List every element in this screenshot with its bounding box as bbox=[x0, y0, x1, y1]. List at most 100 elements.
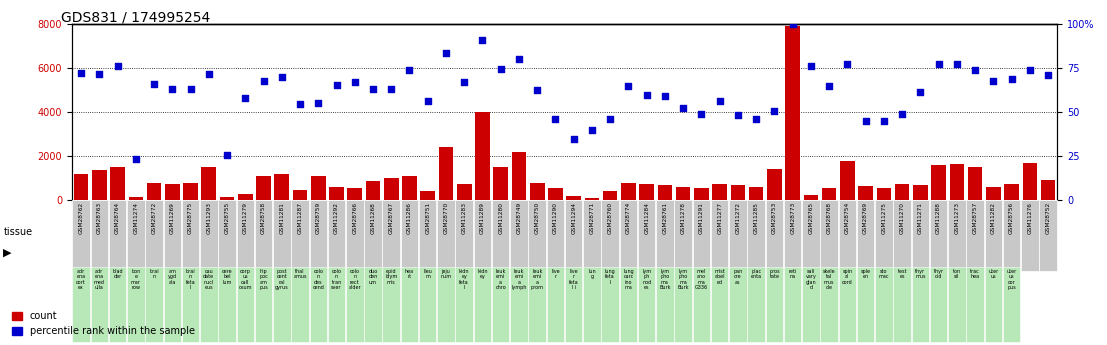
Text: pros
tate: pros tate bbox=[769, 269, 779, 279]
Bar bbox=[91, 200, 108, 271]
Text: thyr
oid: thyr oid bbox=[933, 269, 943, 279]
Bar bbox=[674, 200, 692, 271]
Bar bbox=[712, 184, 727, 200]
Bar bbox=[200, 267, 218, 342]
Text: sple
en: sple en bbox=[860, 269, 870, 279]
Bar bbox=[621, 183, 635, 200]
Text: GSM28770: GSM28770 bbox=[444, 202, 448, 235]
Text: hea
rt: hea rt bbox=[405, 269, 414, 279]
Text: tissue: tissue bbox=[3, 227, 32, 237]
Bar bbox=[291, 200, 309, 271]
Bar bbox=[913, 185, 928, 200]
Bar bbox=[658, 185, 672, 200]
Text: GSM28753: GSM28753 bbox=[772, 202, 777, 235]
Text: GSM11286: GSM11286 bbox=[407, 202, 412, 234]
Text: cere
bel
lum: cere bel lum bbox=[221, 269, 232, 285]
Bar bbox=[620, 200, 638, 271]
Bar bbox=[968, 167, 982, 200]
Text: GSM28754: GSM28754 bbox=[845, 202, 850, 235]
Text: leuk
emi
a
chro: leuk emi a chro bbox=[495, 269, 506, 290]
Bar bbox=[785, 26, 800, 200]
Bar bbox=[474, 267, 492, 342]
Point bbox=[1021, 68, 1038, 73]
Bar bbox=[766, 200, 783, 271]
Bar bbox=[346, 267, 363, 342]
Bar bbox=[839, 267, 856, 342]
Text: post
cent
ral
gyrus: post cent ral gyrus bbox=[275, 269, 289, 290]
Point bbox=[693, 111, 711, 117]
Text: GSM11272: GSM11272 bbox=[735, 202, 741, 234]
Bar bbox=[966, 267, 984, 342]
Bar bbox=[273, 267, 290, 342]
Text: GSM11270: GSM11270 bbox=[900, 202, 904, 234]
Point bbox=[583, 127, 601, 132]
Text: plac
enta: plac enta bbox=[751, 269, 762, 279]
Point bbox=[1003, 76, 1021, 82]
Bar bbox=[255, 200, 272, 271]
Text: GSM28756: GSM28756 bbox=[1010, 202, 1014, 234]
Point bbox=[820, 83, 838, 89]
Text: mel
ano
ma
G336: mel ano ma G336 bbox=[695, 269, 708, 290]
Bar bbox=[565, 200, 582, 271]
Bar bbox=[547, 200, 565, 271]
Text: GSM11291: GSM11291 bbox=[699, 202, 704, 234]
Bar bbox=[930, 200, 948, 271]
Text: brai
n
feta
l: brai n feta l bbox=[186, 269, 196, 290]
Text: GSM11284: GSM11284 bbox=[644, 202, 649, 234]
Text: epid
idym
mis: epid idym mis bbox=[385, 269, 397, 285]
Bar bbox=[219, 197, 235, 200]
Text: GSM28773: GSM28773 bbox=[790, 202, 795, 235]
Bar bbox=[784, 267, 801, 342]
Point bbox=[875, 118, 892, 124]
Bar bbox=[1003, 200, 1021, 271]
Bar bbox=[273, 200, 290, 271]
Bar bbox=[601, 200, 619, 271]
Bar bbox=[329, 187, 344, 200]
Text: lun
g: lun g bbox=[588, 269, 596, 279]
Point bbox=[437, 50, 455, 56]
Point bbox=[638, 92, 655, 97]
Bar bbox=[91, 267, 108, 342]
Bar bbox=[145, 267, 163, 342]
Bar bbox=[804, 195, 818, 200]
Text: GSM28767: GSM28767 bbox=[389, 202, 394, 234]
Bar bbox=[857, 200, 875, 271]
Text: GSM11282: GSM11282 bbox=[991, 202, 996, 234]
Point bbox=[218, 152, 236, 158]
Text: GSM28758: GSM28758 bbox=[261, 202, 266, 235]
Bar bbox=[603, 191, 618, 200]
Bar bbox=[474, 200, 492, 271]
Point bbox=[182, 86, 199, 92]
Bar bbox=[164, 267, 182, 342]
Text: GSM11268: GSM11268 bbox=[371, 202, 375, 234]
Point bbox=[911, 90, 929, 95]
Bar bbox=[583, 200, 601, 271]
Bar bbox=[1041, 180, 1055, 200]
Text: GSM11276: GSM11276 bbox=[1027, 202, 1033, 234]
Bar bbox=[694, 188, 708, 200]
Bar bbox=[911, 267, 929, 342]
Text: bon
e
mar
row: bon e mar row bbox=[131, 269, 141, 290]
Point bbox=[948, 61, 965, 67]
Text: GSM11278: GSM11278 bbox=[681, 202, 685, 234]
Text: hip
poc
am
pus: hip poc am pus bbox=[259, 269, 268, 290]
Bar bbox=[840, 160, 855, 200]
Point bbox=[674, 105, 692, 110]
Text: GSM28763: GSM28763 bbox=[96, 202, 102, 234]
Bar bbox=[857, 267, 875, 342]
Text: GSM28766: GSM28766 bbox=[352, 202, 358, 234]
Point bbox=[984, 79, 1002, 84]
Bar bbox=[401, 200, 418, 271]
Point bbox=[91, 71, 108, 76]
Point bbox=[108, 63, 126, 69]
Point bbox=[127, 157, 145, 162]
Text: GSM11289: GSM11289 bbox=[480, 202, 485, 234]
Text: GSM28768: GSM28768 bbox=[827, 202, 831, 234]
Point bbox=[200, 71, 218, 76]
Text: GSM28751: GSM28751 bbox=[425, 202, 431, 234]
Bar bbox=[567, 196, 581, 200]
Bar bbox=[418, 200, 436, 271]
Point bbox=[601, 116, 619, 121]
Point bbox=[382, 86, 400, 92]
Bar bbox=[364, 267, 382, 342]
